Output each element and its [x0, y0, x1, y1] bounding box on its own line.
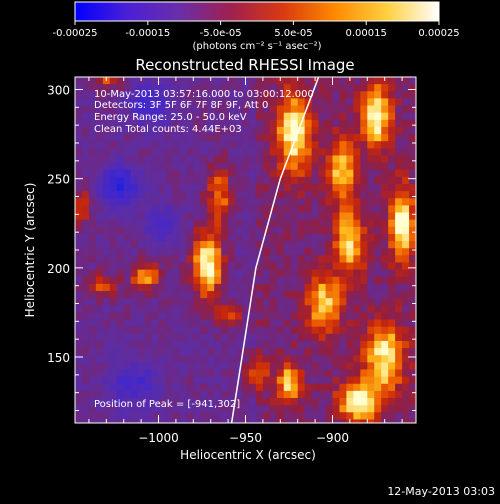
y-tick-label: 200 [47, 262, 70, 276]
colorbar-tick-label: -0.00015 [125, 28, 170, 39]
annotation-time-range: 10-May-2013 03:57:16.000 to 03:00:12.000 [94, 89, 314, 100]
x-axis-label: Heliocentric X (arcsec) [180, 448, 316, 462]
x-tick-label: −950 [229, 431, 262, 445]
x-tick-label: −900 [316, 431, 349, 445]
colorbar-tick-label: 5.0e-05 [274, 28, 312, 39]
x-tick-label: −1000 [138, 431, 179, 445]
colorbar-unit-label: (photons cm⁻² s⁻¹ asec⁻²) [192, 41, 321, 52]
peak-position-label: Position of Peak = [-941,302] [94, 399, 240, 410]
colorbar-tick-label: 0.00025 [418, 28, 459, 39]
colorbar-tick-label: 0.00015 [346, 28, 387, 39]
colorbar-ticks: -0.00025 -0.00015 -5.0e-05 5.0e-05 0.00015 0.… [53, 21, 460, 39]
solar-limb-line [230, 77, 320, 423]
annotation-clean-counts: Clean Total counts: 4.44E+03 [94, 124, 242, 135]
heatmap [75, 77, 416, 423]
y-tick-label: 250 [47, 173, 70, 187]
y-axis-label: Heliocentric Y (arcsec) [23, 183, 37, 318]
y-tick-label: 300 [47, 83, 70, 97]
footer-timestamp: 12-May-2013 03:03 [387, 485, 495, 498]
colorbar-tick-label: -5.0e-05 [200, 28, 242, 39]
axis-ticks: −1000 −950 −900 150 200 250 300 [47, 77, 416, 445]
colorbar-tick-label: -0.00025 [53, 28, 98, 39]
colorbar [74, 1, 440, 22]
annotations: 10-May-2013 03:57:16.000 to 03:00:12.000… [94, 89, 314, 135]
chart-title: Reconstructed RHESSI Image [135, 56, 354, 74]
y-tick-label: 150 [47, 351, 70, 365]
annotation-energy-range: Energy Range: 25.0 - 50.0 keV [94, 112, 247, 123]
annotation-detectors: Detectors: 3F 5F 6F 7F 8F 9F, Att 0 [94, 100, 268, 111]
